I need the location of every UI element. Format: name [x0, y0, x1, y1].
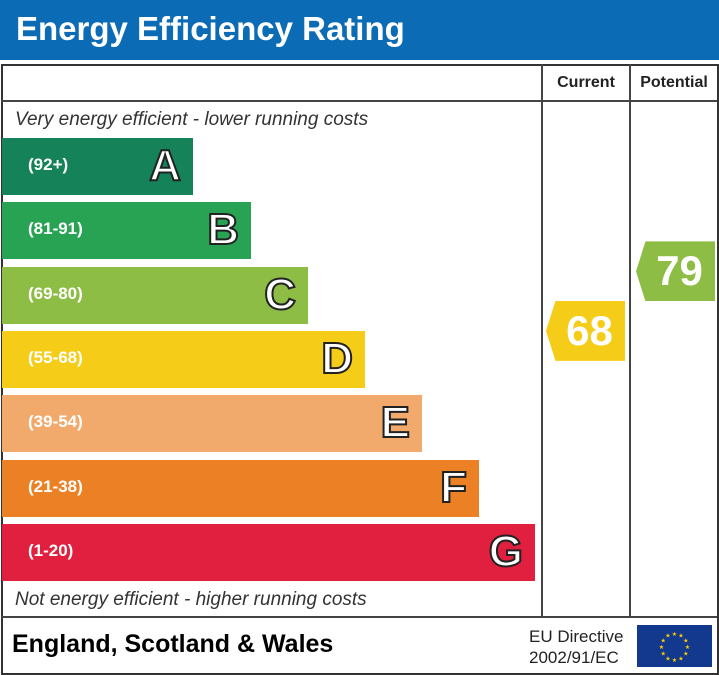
- eu-star: ★: [665, 633, 670, 640]
- column-divider: [541, 64, 543, 617]
- eu-flag-icon: ★ ★★★★★★★★★★★: [637, 625, 712, 667]
- eu-star: ★: [672, 631, 677, 638]
- eu-star: ★: [678, 633, 683, 640]
- bottom-note: Not energy efficient - higher running co…: [15, 589, 367, 610]
- band-bar-c: (69-80) C: [2, 266, 308, 324]
- band-letter: F: [439, 462, 468, 513]
- band-range: (1-20): [28, 540, 74, 560]
- region-label: England, Scotland & Wales: [12, 630, 334, 658]
- band-range: (69-80): [28, 283, 83, 303]
- band-range: (39-54): [28, 412, 83, 432]
- band-bar-b: (81-91) B: [2, 202, 251, 260]
- band-bar-f: (21-38) F: [2, 459, 479, 517]
- eu-star: ★: [683, 638, 688, 645]
- band-letter: C: [263, 269, 297, 320]
- eu-star: ★: [678, 655, 683, 662]
- band-letter: G: [488, 526, 524, 577]
- eu-star: ★: [672, 657, 677, 664]
- band-bar-d: (55-68) D: [2, 330, 365, 388]
- current-rating-value: 68: [566, 306, 613, 354]
- band-bar-a: (92+) A: [2, 138, 193, 195]
- header-divider: [1, 100, 717, 102]
- band-range: (92+): [28, 155, 69, 174]
- band-letter: A: [148, 140, 182, 191]
- potential-rating-arrow: 79: [636, 241, 715, 302]
- potential-rating-value: 79: [656, 247, 703, 295]
- footer-divider: [1, 616, 717, 618]
- band-letter: E: [380, 397, 411, 448]
- band-range: (21-38): [28, 476, 83, 496]
- band-bar-g: (1-20) G: [2, 523, 535, 581]
- eu-star: ★: [665, 655, 670, 662]
- band-letter: B: [206, 204, 240, 255]
- eu-star: ★: [659, 644, 664, 651]
- chart-title: Energy Efficiency Rating: [16, 10, 405, 47]
- column-divider: [629, 64, 631, 617]
- eu-star: ★: [661, 638, 666, 645]
- band-bar-e: (39-54) E: [2, 395, 422, 453]
- eu-star: ★: [683, 651, 688, 658]
- current-rating-arrow: 68: [546, 300, 625, 361]
- eu-directive-label: EU Directive: [529, 627, 624, 646]
- potential-column-header: Potential: [640, 74, 708, 91]
- top-note: Very energy efficient - lower running co…: [15, 109, 369, 130]
- eu-star: ★: [685, 644, 690, 651]
- eu-star: ★: [661, 651, 666, 658]
- title-bar: [0, 0, 719, 60]
- eu-directive-number: 2002/91/EC: [529, 648, 619, 667]
- band-range: (55-68): [28, 347, 83, 367]
- current-column-header: Current: [557, 74, 615, 91]
- band-letter: D: [320, 333, 354, 384]
- band-range: (81-91): [28, 219, 83, 239]
